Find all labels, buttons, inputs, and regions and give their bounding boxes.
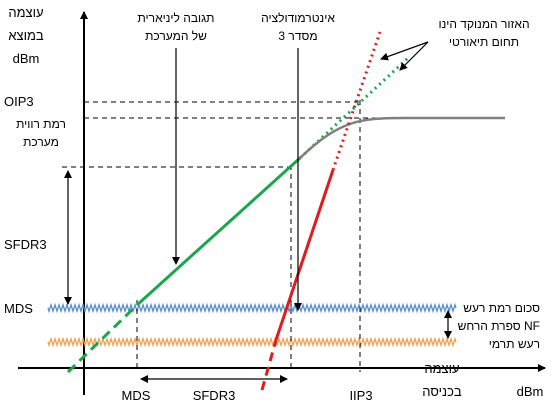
- sfdr-x-label: SFDR3: [193, 388, 236, 403]
- linear-response-line: [135, 156, 302, 307]
- y-axis-title-line-2: במוצא: [8, 28, 44, 43]
- mds-level-label: MDS: [4, 301, 33, 316]
- intermod-dotted-extension: [331, 31, 382, 171]
- saturation-curve: [299, 116, 505, 159]
- saturation-label-line-2: מערכת: [23, 135, 59, 149]
- linear-response-label-line-2: של המערכת: [145, 29, 207, 43]
- x-axis-unit: dBm: [517, 384, 544, 399]
- intermod-dashed-low: [260, 339, 278, 391]
- theoretical-pointer-green: [399, 41, 429, 71]
- x-axis-title-line-2: בכניסה: [422, 384, 462, 399]
- theoretical-label-line-2: תחום תיאורטי: [449, 35, 519, 49]
- noise-figure-label: ספרת הרחש NF: [458, 319, 540, 333]
- theoretical-pointer-red: [380, 41, 429, 61]
- x-axis-title-line-1: עוצמה: [424, 361, 459, 376]
- saturation-label-line-1: רמת רווית: [16, 117, 66, 131]
- linear-response-label-line-1: תגובה ליניארית: [138, 11, 215, 25]
- oip3-label: OIP3: [4, 94, 34, 109]
- intermod-line: [274, 169, 335, 341]
- y-axis-title-line-1: עוצמה: [8, 5, 43, 20]
- y-axis-title-line-3: dBm: [13, 51, 40, 66]
- intermod-label-line-1: אינטרמודולציה: [261, 11, 335, 25]
- sfdr-vertical-label: SFDR3: [4, 237, 47, 252]
- mds-x-label: MDS: [122, 388, 151, 403]
- total-noise-label: סכום רמת רעש: [463, 301, 540, 315]
- theoretical-label-line-1: האזור המנוקד הינו: [438, 17, 529, 31]
- linear-response-dashed-low: [66, 303, 139, 374]
- total-noise-line: [47, 302, 457, 314]
- thermal-noise-line: [47, 336, 457, 348]
- iip3-x-label: IIP3: [349, 388, 372, 403]
- intermod-label-line-2: מסדר 3: [278, 29, 317, 43]
- thermal-noise-label: רעש תרמי: [489, 337, 540, 351]
